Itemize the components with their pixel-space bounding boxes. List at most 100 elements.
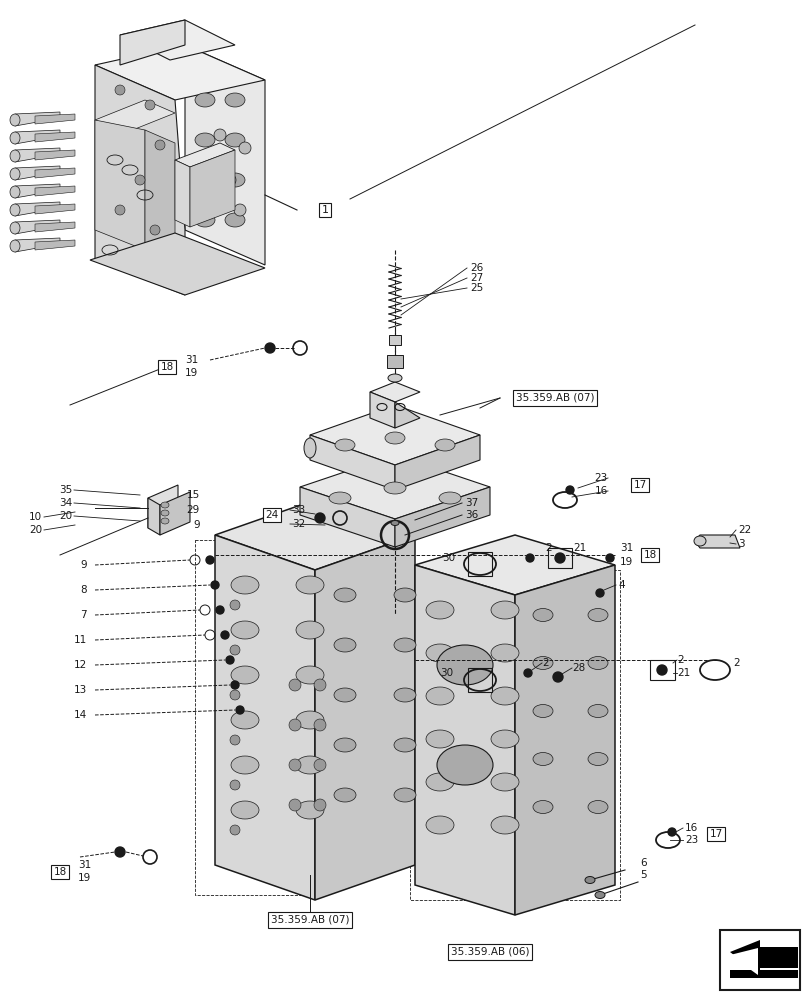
Ellipse shape — [491, 773, 518, 791]
Ellipse shape — [391, 520, 398, 526]
Text: 37: 37 — [465, 498, 478, 508]
Ellipse shape — [230, 756, 259, 774]
Ellipse shape — [587, 608, 607, 621]
Ellipse shape — [587, 752, 607, 766]
Text: 30: 30 — [440, 668, 453, 678]
Text: 18: 18 — [54, 867, 67, 877]
Circle shape — [224, 174, 236, 186]
Text: 32: 32 — [292, 519, 305, 529]
Text: 31: 31 — [78, 860, 91, 870]
Polygon shape — [15, 202, 60, 216]
Polygon shape — [148, 498, 160, 535]
Ellipse shape — [296, 621, 324, 639]
Ellipse shape — [230, 621, 259, 639]
Polygon shape — [15, 112, 60, 126]
Polygon shape — [299, 487, 394, 547]
Ellipse shape — [333, 738, 355, 752]
Ellipse shape — [225, 173, 245, 187]
Text: 31: 31 — [620, 543, 633, 553]
Text: 34: 34 — [58, 498, 72, 508]
Polygon shape — [310, 435, 394, 490]
Ellipse shape — [532, 800, 552, 813]
Ellipse shape — [333, 688, 355, 702]
Circle shape — [289, 799, 301, 811]
Polygon shape — [370, 392, 394, 428]
Text: 2: 2 — [541, 658, 548, 668]
Ellipse shape — [491, 687, 518, 705]
Polygon shape — [729, 940, 797, 975]
Polygon shape — [15, 184, 60, 198]
Circle shape — [238, 142, 251, 154]
Circle shape — [230, 681, 238, 689]
Ellipse shape — [333, 638, 355, 652]
Ellipse shape — [426, 601, 453, 619]
Circle shape — [230, 645, 240, 655]
Ellipse shape — [10, 114, 20, 126]
Ellipse shape — [303, 438, 315, 458]
Ellipse shape — [436, 745, 492, 785]
Circle shape — [115, 85, 125, 95]
Text: 7: 7 — [80, 610, 87, 620]
Text: 13: 13 — [74, 685, 87, 695]
Circle shape — [230, 690, 240, 700]
Circle shape — [667, 828, 676, 836]
Polygon shape — [729, 948, 757, 975]
Text: 16: 16 — [684, 823, 697, 833]
Circle shape — [595, 589, 603, 597]
Ellipse shape — [296, 576, 324, 594]
Polygon shape — [310, 405, 479, 465]
Polygon shape — [35, 114, 75, 124]
Text: 18: 18 — [642, 550, 656, 560]
Circle shape — [552, 672, 562, 682]
Ellipse shape — [491, 816, 518, 834]
Circle shape — [289, 719, 301, 731]
Polygon shape — [35, 168, 75, 178]
Ellipse shape — [532, 608, 552, 621]
Ellipse shape — [296, 666, 324, 684]
Text: 21: 21 — [573, 543, 586, 553]
Ellipse shape — [10, 150, 20, 162]
Ellipse shape — [587, 704, 607, 718]
Ellipse shape — [161, 510, 169, 516]
Text: 2: 2 — [544, 543, 551, 553]
Ellipse shape — [532, 704, 552, 718]
Circle shape — [565, 486, 573, 494]
Ellipse shape — [10, 132, 20, 144]
Ellipse shape — [435, 439, 454, 451]
Polygon shape — [15, 220, 60, 234]
Ellipse shape — [426, 773, 453, 791]
Circle shape — [605, 554, 613, 562]
Polygon shape — [694, 535, 739, 548]
Ellipse shape — [393, 638, 415, 652]
Text: 2: 2 — [732, 658, 739, 668]
Ellipse shape — [532, 752, 552, 766]
Polygon shape — [95, 65, 185, 295]
Text: 8: 8 — [80, 585, 87, 595]
Ellipse shape — [10, 168, 20, 180]
Ellipse shape — [491, 730, 518, 748]
Text: 15: 15 — [187, 490, 200, 500]
Text: 29: 29 — [187, 505, 200, 515]
Polygon shape — [35, 132, 75, 142]
Polygon shape — [370, 382, 419, 402]
Polygon shape — [120, 20, 234, 60]
Ellipse shape — [230, 711, 259, 729]
Circle shape — [523, 669, 531, 677]
Circle shape — [656, 665, 666, 675]
Text: 25: 25 — [470, 283, 483, 293]
Text: 30: 30 — [441, 553, 454, 563]
Circle shape — [150, 225, 160, 235]
Ellipse shape — [439, 492, 461, 504]
Circle shape — [230, 600, 240, 610]
Ellipse shape — [230, 666, 259, 684]
Text: 5: 5 — [639, 870, 646, 880]
Ellipse shape — [333, 588, 355, 602]
Polygon shape — [215, 500, 414, 570]
Ellipse shape — [384, 482, 406, 494]
Text: 28: 28 — [571, 663, 585, 673]
Ellipse shape — [384, 432, 405, 444]
Ellipse shape — [393, 688, 415, 702]
Text: 23: 23 — [594, 473, 607, 483]
Ellipse shape — [10, 240, 20, 252]
Polygon shape — [315, 535, 414, 900]
